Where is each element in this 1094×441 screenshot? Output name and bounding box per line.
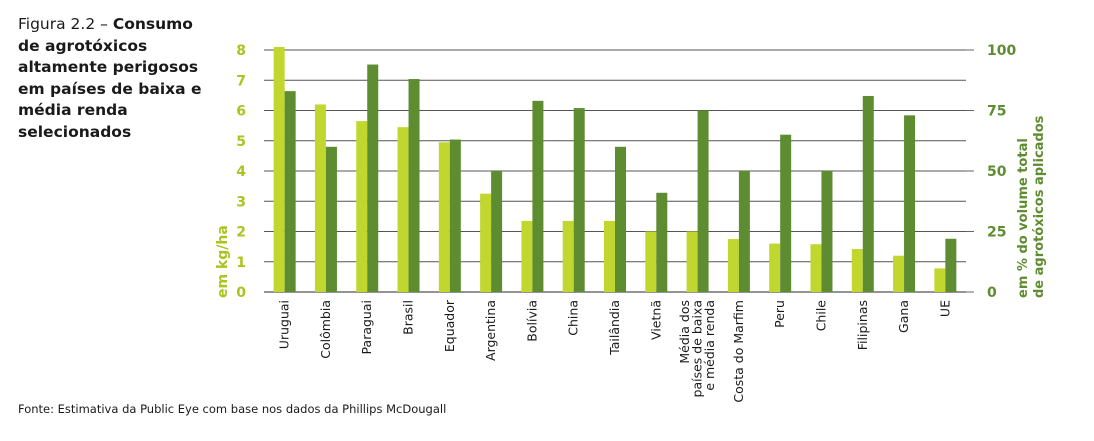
bar-percent (904, 115, 916, 292)
y2-tick-label: 100 (987, 43, 1016, 59)
bar-percent (656, 192, 668, 292)
category-label: Costa do Marfim (731, 300, 746, 403)
bar-kg-ha (521, 220, 533, 292)
bar-percent (821, 171, 833, 292)
bar-kg-ha (769, 243, 781, 292)
bar-percent (408, 79, 420, 292)
category-label: Peru (772, 300, 787, 328)
figure-title: Consumo de agrotóxicos altamente perigos… (18, 15, 202, 141)
category-label: Tailândia (607, 300, 622, 356)
bar-kg-ha (356, 121, 368, 293)
category-label: Vietnã (648, 300, 663, 340)
bar-percent (284, 91, 296, 292)
figure-source: Fonte: Estimativa da Public Eye com base… (18, 402, 447, 416)
category-label: China (566, 300, 581, 336)
category-label: Paraguai (359, 300, 374, 354)
bar-percent (325, 146, 337, 292)
category-label: Brasil (401, 300, 416, 335)
category-label: Média dos (677, 300, 692, 364)
figure-label: Figura 2.2 – (18, 15, 108, 33)
bar-kg-ha (934, 268, 946, 292)
bar-kg-ha (480, 193, 492, 292)
y2-tick-label: 25 (987, 225, 1006, 241)
y-tick-label: 5 (236, 134, 246, 150)
bar-percent (780, 134, 792, 292)
category-label: países de baixa (690, 300, 705, 397)
y2-tick-label: 0 (987, 285, 997, 301)
category-label: Chile (813, 300, 828, 332)
y2-axis-label: de agrotóxicos aplicados (1032, 115, 1047, 298)
category-label: Uruguai (277, 300, 292, 349)
category-label: Argentina (483, 300, 498, 361)
bar-kg-ha (273, 46, 285, 292)
y-tick-label: 8 (236, 43, 246, 59)
category-label: Colômbia (318, 300, 333, 359)
category-label: Filipinas (855, 300, 870, 350)
y2-tick-label: 50 (987, 164, 1007, 180)
bar-percent (697, 110, 709, 292)
bar-kg-ha (397, 127, 409, 292)
bar-percent (367, 64, 379, 293)
y-tick-label: 4 (236, 164, 246, 180)
bar-percent (449, 139, 461, 292)
category-label: Equador (442, 299, 457, 352)
category-label: Gana (896, 300, 911, 333)
category-label: Bolívia (524, 300, 539, 342)
y-tick-label: 6 (236, 104, 246, 120)
bar-kg-ha (686, 231, 698, 292)
y-tick-label: 0 (236, 285, 246, 301)
figure-caption: Figura 2.2 – Consumo de agrotóxicos alta… (18, 14, 218, 143)
y-tick-label: 1 (236, 255, 246, 271)
bar-percent (945, 238, 957, 292)
category-label: UE (937, 300, 952, 317)
category-label: e média renda (702, 300, 717, 391)
bar-kg-ha (604, 220, 615, 292)
bar-percent (491, 171, 503, 292)
bar-kg-ha (727, 239, 739, 292)
bar-percent (532, 100, 544, 292)
bar-percent (862, 95, 874, 292)
bar-kg-ha (562, 220, 574, 292)
bar-percent (615, 146, 626, 292)
bar-kg-ha (810, 244, 822, 292)
bar-kg-ha (314, 104, 326, 292)
bar-kg-ha (851, 249, 863, 292)
bar-kg-ha (893, 255, 905, 292)
y-axis-label: em kg/ha (215, 225, 231, 298)
bar-percent (738, 171, 750, 292)
bar-percent (573, 108, 585, 292)
y-tick-label: 2 (236, 225, 246, 241)
y2-axis-label: em % do volume total (1016, 138, 1031, 298)
y-tick-label: 7 (236, 73, 246, 89)
bar-kg-ha (438, 142, 450, 292)
bar-kg-ha (645, 231, 657, 292)
y2-tick-label: 75 (987, 104, 1006, 120)
y-tick-label: 3 (236, 194, 246, 210)
